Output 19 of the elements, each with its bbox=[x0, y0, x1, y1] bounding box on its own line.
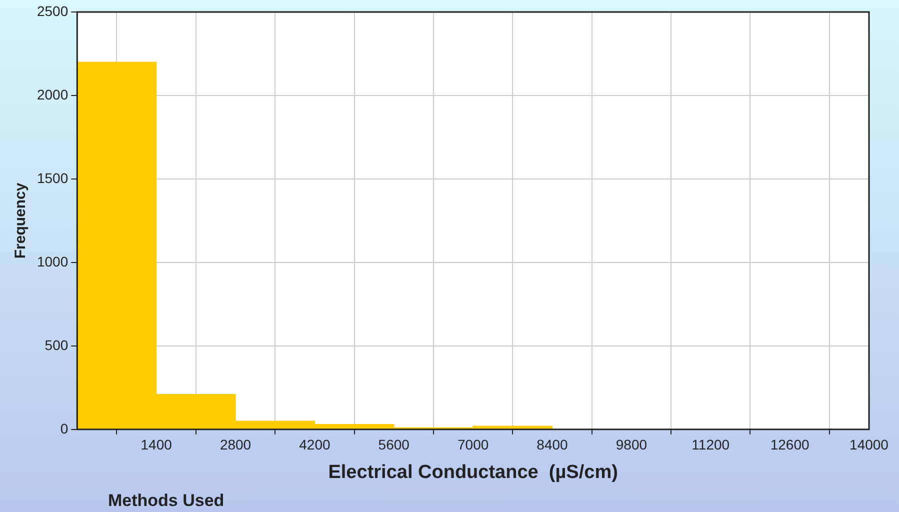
x-tick-label: 1400 bbox=[140, 436, 172, 453]
y-axis-title: Frequency bbox=[12, 182, 30, 259]
x-tick-label: 12600 bbox=[770, 436, 810, 453]
x-tick-label: 8400 bbox=[536, 436, 568, 453]
y-tick-label: 500 bbox=[44, 336, 68, 353]
x-tick-label: 4200 bbox=[299, 436, 330, 453]
x-tick-label: 2800 bbox=[220, 436, 252, 453]
y-tick-label: 2000 bbox=[36, 86, 68, 102]
x-tick-label: 14000 bbox=[850, 436, 889, 453]
x-tick-label: 9800 bbox=[616, 436, 648, 453]
x-axis-title: Electrical Conductance (µS/cm) bbox=[328, 462, 618, 483]
x-tick-label: 5600 bbox=[378, 436, 410, 453]
x-tick-label: 11200 bbox=[692, 436, 730, 453]
y-tick-label: 0 bbox=[60, 420, 68, 436]
y-tick-label: 2500 bbox=[36, 2, 68, 19]
y-tick-label: 1000 bbox=[36, 253, 68, 270]
text: Methods Used bbox=[108, 491, 224, 510]
x-tick-label: 7000 bbox=[457, 436, 489, 453]
y-tick-label: 1500 bbox=[36, 170, 68, 186]
